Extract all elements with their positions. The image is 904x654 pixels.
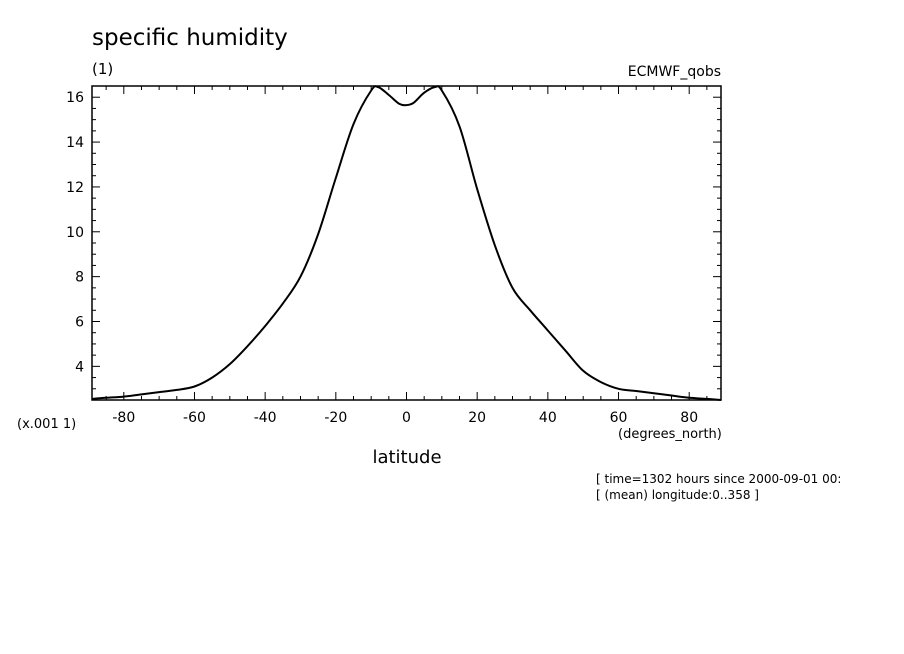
dataset-label: ECMWF_qobs [628,64,721,80]
chart-title: specific humidity [92,25,288,51]
x-tick-label: 20 [468,410,486,426]
x-tick-label: 0 [402,410,411,426]
y-scale-label: (x.001 1) [17,417,76,432]
y-tick-label: 4 [75,359,84,375]
series-line [91,85,722,401]
x-axis-label: latitude [372,447,441,468]
info-time: [ time=1302 hours since 2000-09-01 00: [596,472,841,486]
x-tick-label: 80 [680,410,698,426]
x-tick-label: -80 [112,410,135,426]
y-tick-label: 14 [66,135,84,151]
x-units-label: (degrees_north) [618,427,722,442]
x-tick-label: -60 [183,410,206,426]
x-tick-label: 40 [539,410,557,426]
units-label: (1) [92,60,113,78]
y-tick-label: 10 [66,225,84,241]
x-tick-label: 60 [610,410,628,426]
x-tick-label: -20 [324,410,347,426]
y-tick-label: 6 [75,315,84,331]
x-tick-label: -40 [254,410,277,426]
y-tick-label: 8 [75,270,84,286]
axes: -80 -60 -40 -20 0 20 40 60 80 4 6 8 10 12 14 16 [66,85,722,426]
y-tick-label: 16 [66,90,84,106]
y-tick-label: 12 [66,180,84,196]
info-longitude: [ (mean) longitude:0..358 ] [596,488,759,502]
